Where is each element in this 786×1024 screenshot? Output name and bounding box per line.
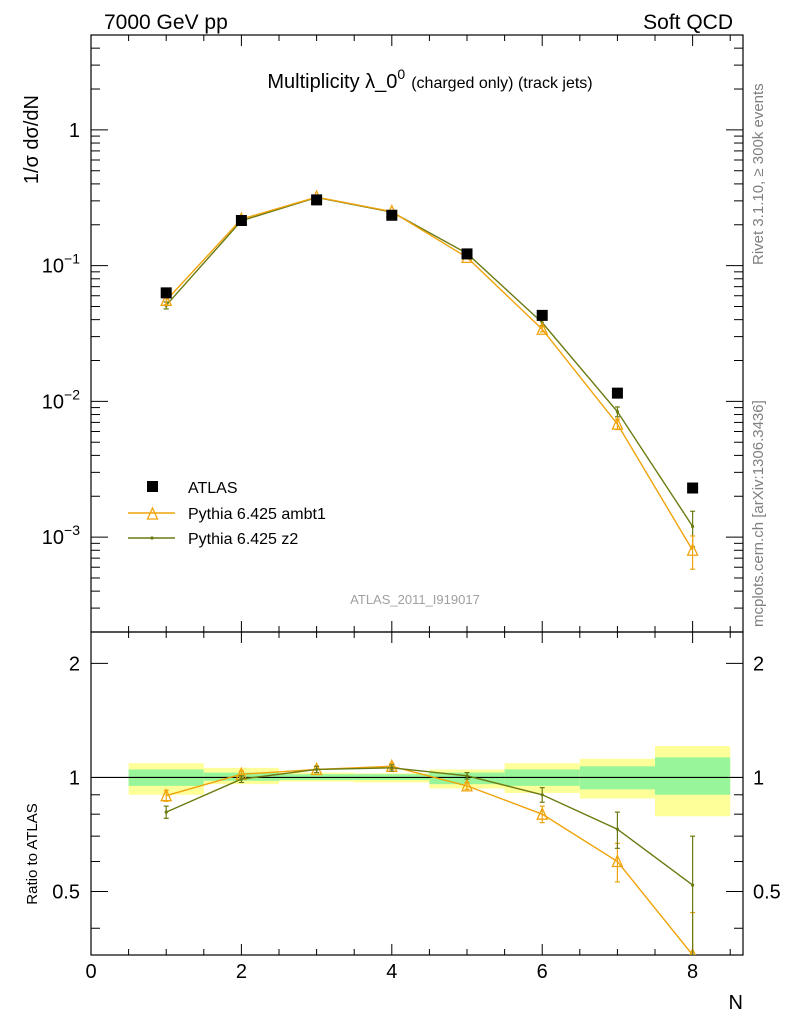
legend-marker-z2 (150, 536, 154, 540)
ratio-y-tick-label: 0.5 (52, 882, 80, 904)
header-left-label: 7000 GeV pp (104, 11, 228, 34)
point-atlas-1 (160, 287, 172, 299)
y-tick-label-base: 1 (69, 120, 80, 142)
point-atlas-2 (235, 215, 247, 227)
main-series (160, 189, 699, 570)
y-tick-label: 10−1 (42, 251, 80, 278)
x-axis-label: N (729, 992, 743, 1014)
main-panel: Multiplicity λ_00 (charged only) (track j… (21, 34, 744, 633)
ratio-point-z2-6 (540, 793, 544, 797)
ratio-series (160, 758, 697, 955)
y-tick-label-base: 10 (42, 256, 64, 278)
main-y-axis-label: 1/σ dσ/dN (21, 95, 43, 184)
point-ambt1-7 (611, 416, 624, 430)
analysis-watermark: ATLAS_2011_I919017 (350, 592, 480, 607)
ratio-y-tick-label-right: 2 (753, 653, 764, 675)
x-tick-label: 4 (386, 961, 397, 983)
ratio-y-tick-label-right: 0.5 (753, 882, 781, 904)
ratio-point-z2-1 (164, 810, 168, 814)
x-tick-label: 8 (687, 961, 698, 983)
x-tick-label: 2 (236, 961, 247, 983)
ratio-point-ambt1-5 (460, 778, 474, 792)
y-tick-label-exp: −2 (64, 386, 80, 402)
ratio-line-z2 (165, 767, 694, 886)
point-ambt1-6 (536, 321, 549, 335)
point-atlas-3 (311, 194, 323, 206)
point-atlas-8 (687, 482, 699, 494)
ratio-point-ambt1-7 (611, 853, 624, 868)
ratio-line-ambt1 (166, 765, 694, 955)
ratio-point-ambt1-1 (160, 788, 173, 802)
side-label-rivet: Rivet 3.1.10, ≥ 300k events (750, 83, 767, 265)
y-tick-label-exp: −3 (64, 522, 80, 538)
ratio-point-z2-5 (465, 774, 469, 778)
ratio-point-z2-2 (239, 777, 244, 781)
point-atlas-4 (386, 209, 398, 221)
ratio-stat-band-8 (655, 757, 731, 795)
series-line-ambt1 (165, 196, 694, 551)
chart-title: Multiplicity λ_00 (charged only) (track j… (267, 66, 592, 93)
header-right-label: Soft QCD (643, 11, 733, 34)
x-tick-label: 0 (85, 961, 96, 983)
y-tick-label: 1 (69, 120, 80, 142)
y-tick-label-exp: −1 (64, 251, 80, 267)
ratio-panel: Ratio to ATLAS N 0 2 4 6 8 0.5 0.5 1 1 2 2 (24, 631, 781, 1014)
side-label-mcplots: mcplots.cern.ch [arXiv:1306.3436] (750, 400, 767, 627)
series-line-z2 (165, 196, 694, 527)
ratio-point-z2-3 (315, 767, 319, 772)
ratio-y-tick-label-right: 1 (753, 767, 764, 789)
legend: ATLAS Pythia 6.425 ambt1 Pythia 6.425 z2 (128, 480, 326, 548)
y-tick-label-base: 10 (42, 527, 64, 549)
ratio-point-z2-4 (390, 766, 394, 770)
point-z2-7 (615, 410, 620, 414)
y-tick-label: 10−2 (42, 386, 80, 413)
ratio-frame (90, 631, 744, 956)
x-tick-label: 6 (537, 961, 548, 983)
ratio-y-axis-label: Ratio to ATLAS (24, 803, 41, 904)
ratio-point-ambt1-6 (536, 806, 549, 820)
ratio-y-tick-label: 2 (69, 653, 80, 675)
point-atlas-6 (536, 309, 548, 321)
point-ambt1-1 (160, 292, 173, 306)
y-tick-label-base: 10 (42, 391, 64, 413)
y-tick-label: 10−3 (42, 522, 80, 549)
chart-title-main: Multiplicity λ_0 (267, 71, 397, 93)
ratio-y-tick-label: 1 (69, 767, 80, 789)
legend-label-atlas: ATLAS (188, 480, 238, 497)
point-atlas-5 (461, 248, 473, 260)
chart-title-sub: (charged only) (track jets) (411, 75, 592, 92)
ratio-point-z2-8 (691, 883, 695, 887)
legend-label-ambt1: Pythia 6.425 ambt1 (188, 506, 326, 523)
point-ambt1-8 (686, 542, 699, 556)
legend-marker-ambt1 (146, 506, 159, 520)
legend-marker-atlas (147, 481, 158, 492)
point-atlas-7 (611, 387, 623, 399)
point-z2-8 (691, 524, 695, 528)
ratio-point-z2-7 (615, 827, 620, 831)
chart-title-sup: 0 (397, 66, 405, 82)
legend-label-z2: Pythia 6.425 z2 (188, 531, 298, 548)
